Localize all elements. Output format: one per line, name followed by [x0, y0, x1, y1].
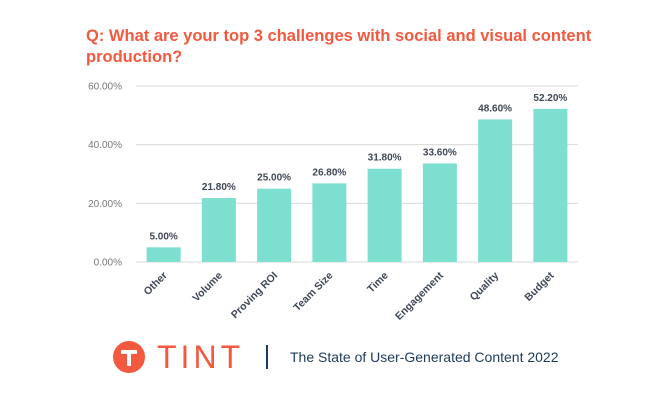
bar — [146, 247, 181, 262]
x-tick-label: Team Size — [291, 270, 335, 314]
bar — [312, 183, 347, 262]
bar — [201, 198, 236, 262]
report-title: The State of User-Generated Content 2022 — [290, 349, 559, 365]
x-tick-label: Volume — [190, 270, 225, 305]
bar — [533, 108, 568, 262]
x-tick-label: Engagement — [393, 269, 446, 322]
x-tick-label: Time — [365, 270, 391, 296]
data-label: 31.80% — [368, 153, 402, 164]
bar-chart: 0.00% 20.00% 40.00% 60.00% 5.00% Other 21.80% V… — [88, 82, 578, 323]
data-label: 52.20% — [533, 93, 567, 104]
bar — [478, 119, 513, 262]
footer: TINT The State of User-Generated Content… — [113, 333, 583, 381]
x-tick-label: Proving ROI — [229, 270, 280, 321]
y-tick-label: 40.00% — [88, 140, 122, 151]
data-label: 48.60% — [478, 103, 512, 114]
divider — [266, 345, 268, 369]
chart-title: Q: What are your top 3 challenges with s… — [86, 27, 592, 66]
data-label: 21.80% — [202, 182, 236, 193]
y-tick-label: 20.00% — [88, 199, 122, 210]
y-tick-label: 60.00% — [88, 82, 122, 93]
data-label: 33.60% — [423, 147, 457, 158]
bar — [257, 188, 292, 262]
tint-logo-icon — [113, 341, 145, 373]
brand-logo-text: TINT — [157, 339, 245, 375]
bar — [367, 168, 402, 262]
data-label: 25.00% — [257, 173, 291, 184]
data-label: 26.80% — [312, 167, 346, 178]
y-tick-label: 0.00% — [94, 258, 122, 269]
bar — [422, 163, 457, 262]
x-tick-label: Other — [141, 270, 169, 298]
data-label: 5.00% — [149, 231, 177, 242]
x-tick-label: Budget — [522, 269, 556, 303]
x-tick-label: Quality — [468, 270, 502, 304]
